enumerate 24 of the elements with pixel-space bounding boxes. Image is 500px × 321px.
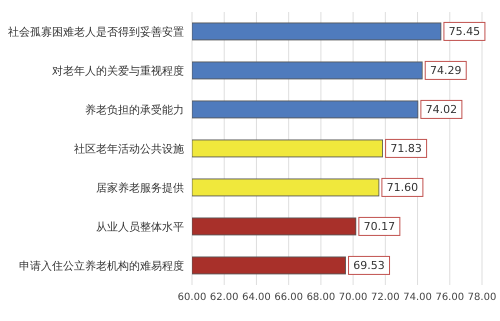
data-label: 71.60: [386, 180, 418, 194]
x-tick-label: 64.00: [242, 292, 271, 304]
data-label: 69.53: [353, 258, 385, 272]
y-tick-label: 从业人员整体水平: [96, 220, 184, 234]
x-tick-label: 76.00: [435, 292, 464, 304]
y-tick-label: 申请入住公立养老机构的难易程度: [19, 259, 184, 272]
y-tick-label: 居家养老服务提供: [96, 181, 184, 194]
x-tick-label: 62.00: [210, 292, 239, 304]
data-label: 74.29: [430, 64, 462, 77]
data-label: 71.83: [390, 142, 422, 155]
data-label: 70.17: [364, 220, 396, 233]
x-tick-label: 72.00: [371, 292, 400, 304]
x-tick-label: 66.00: [274, 292, 303, 304]
x-tick-label: 78.00: [468, 292, 496, 304]
x-tick-label: 68.00: [306, 292, 336, 304]
y-tick-label: 对老年人的关爱与重视程度: [52, 64, 184, 78]
data-label: 75.45: [448, 24, 480, 38]
y-tick-label: 社会孤寡困难老人是否得到妥善安置: [8, 25, 184, 38]
y-tick-label: 社区老年活动公共设施: [74, 142, 184, 156]
x-tick-label: 70.00: [338, 292, 368, 304]
data-label: 74.02: [426, 102, 458, 116]
y-tick-label: 养老负担的承受能力: [85, 103, 184, 116]
x-tick-label: 60.00: [178, 292, 206, 304]
x-tick-label: 74.00: [403, 292, 432, 304]
